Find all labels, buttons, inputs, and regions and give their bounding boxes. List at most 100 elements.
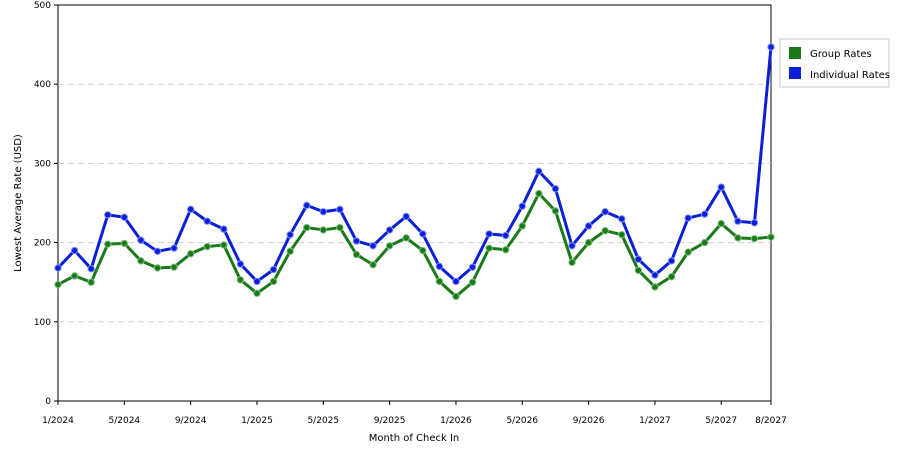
data-point xyxy=(568,258,576,267)
data-point xyxy=(419,230,427,238)
data-point xyxy=(551,207,560,215)
data-point xyxy=(634,255,643,263)
data-point xyxy=(750,219,759,227)
data-point xyxy=(618,215,626,223)
y-tick-label: 0 xyxy=(45,397,51,407)
data-point xyxy=(385,226,394,234)
data-point xyxy=(286,230,294,239)
data-point xyxy=(336,205,344,214)
data-point xyxy=(568,242,576,250)
data-point xyxy=(369,242,377,250)
data-point xyxy=(684,248,692,256)
x-tick-label: 5/2025 xyxy=(307,416,339,426)
data-point xyxy=(402,234,410,242)
x-tick-label: 5/2024 xyxy=(108,416,140,426)
data-point xyxy=(236,260,245,268)
legend-label-individual-rates: Individual Rates xyxy=(810,70,890,81)
data-point xyxy=(518,202,526,210)
data-point xyxy=(435,262,444,271)
data-point xyxy=(634,266,643,275)
data-point xyxy=(601,227,609,235)
plot-area xyxy=(57,4,772,402)
series-line-individual-rates xyxy=(56,46,773,283)
data-point xyxy=(236,276,245,284)
data-point xyxy=(468,263,477,271)
x-tick-label: 1/2027 xyxy=(639,416,671,426)
data-point xyxy=(253,277,261,286)
x-tick-label: 1/2025 xyxy=(241,416,273,426)
data-point xyxy=(501,231,510,240)
data-point xyxy=(452,277,460,286)
data-point xyxy=(170,244,178,252)
data-point xyxy=(170,263,178,271)
data-point xyxy=(535,167,543,176)
data-point xyxy=(286,247,294,256)
data-point xyxy=(651,271,659,279)
legend: Group Rates Individual Rates xyxy=(779,38,890,88)
y-tick-label: 300 xyxy=(34,159,51,169)
data-point xyxy=(584,222,593,230)
data-point xyxy=(767,233,775,241)
data-point xyxy=(269,277,278,286)
data-point xyxy=(767,43,775,51)
data-point xyxy=(468,278,477,286)
legend-label-group-rates: Group Rates xyxy=(810,49,872,60)
data-point xyxy=(203,217,211,225)
data-point xyxy=(684,214,692,222)
data-point xyxy=(435,277,444,286)
data-point xyxy=(717,219,725,228)
data-point xyxy=(601,208,609,216)
series-group-rates xyxy=(54,189,775,301)
data-point xyxy=(485,244,493,252)
y-tick-label: 400 xyxy=(34,80,51,90)
x-tick-label: 9/2024 xyxy=(175,416,207,426)
data-point xyxy=(253,289,261,297)
data-point xyxy=(120,239,129,248)
data-point xyxy=(618,230,626,239)
data-point xyxy=(137,257,145,265)
data-point xyxy=(419,246,427,255)
data-point xyxy=(54,264,62,272)
legend-swatch-group-rates xyxy=(789,47,801,59)
gridlines xyxy=(58,83,771,323)
series-individual-rates xyxy=(54,43,775,286)
data-point xyxy=(667,257,676,265)
data-point xyxy=(70,246,79,255)
x-axis-ticks: 1/2024 5/2024 9/2024 1/2025 5/2025 9/2025 1/20… xyxy=(42,401,787,426)
data-point xyxy=(120,213,129,221)
data-point xyxy=(518,222,526,230)
data-point xyxy=(186,249,195,258)
x-tick-label: 8/2027 xyxy=(755,416,787,426)
data-point xyxy=(137,236,145,244)
data-point xyxy=(220,225,228,233)
x-tick-label: 9/2026 xyxy=(573,416,605,426)
data-point xyxy=(385,242,394,250)
data-point xyxy=(369,261,377,269)
y-axis-title: Lowest Average Rate (USD) xyxy=(13,134,24,272)
data-point xyxy=(54,280,62,289)
data-point xyxy=(104,211,112,219)
data-point xyxy=(70,272,79,280)
y-tick-label: 100 xyxy=(34,318,51,328)
data-point xyxy=(352,237,361,245)
legend-swatch-individual-rates xyxy=(789,67,801,79)
data-point xyxy=(700,238,709,247)
y-tick-label: 500 xyxy=(34,1,51,11)
data-point xyxy=(551,185,560,193)
data-point xyxy=(303,201,311,210)
data-point xyxy=(220,241,228,249)
data-point xyxy=(87,278,95,286)
x-tick-label: 1/2024 xyxy=(42,416,74,426)
data-point xyxy=(303,223,311,232)
data-point xyxy=(700,210,709,218)
data-point xyxy=(153,247,162,256)
data-point xyxy=(186,205,195,214)
data-point xyxy=(651,283,659,291)
y-axis-ticks: 0 100 200 300 400 500 xyxy=(34,1,58,407)
data-point xyxy=(319,208,328,216)
data-point xyxy=(319,226,328,234)
data-point xyxy=(717,183,725,191)
data-point xyxy=(153,264,162,272)
data-point xyxy=(336,223,344,232)
